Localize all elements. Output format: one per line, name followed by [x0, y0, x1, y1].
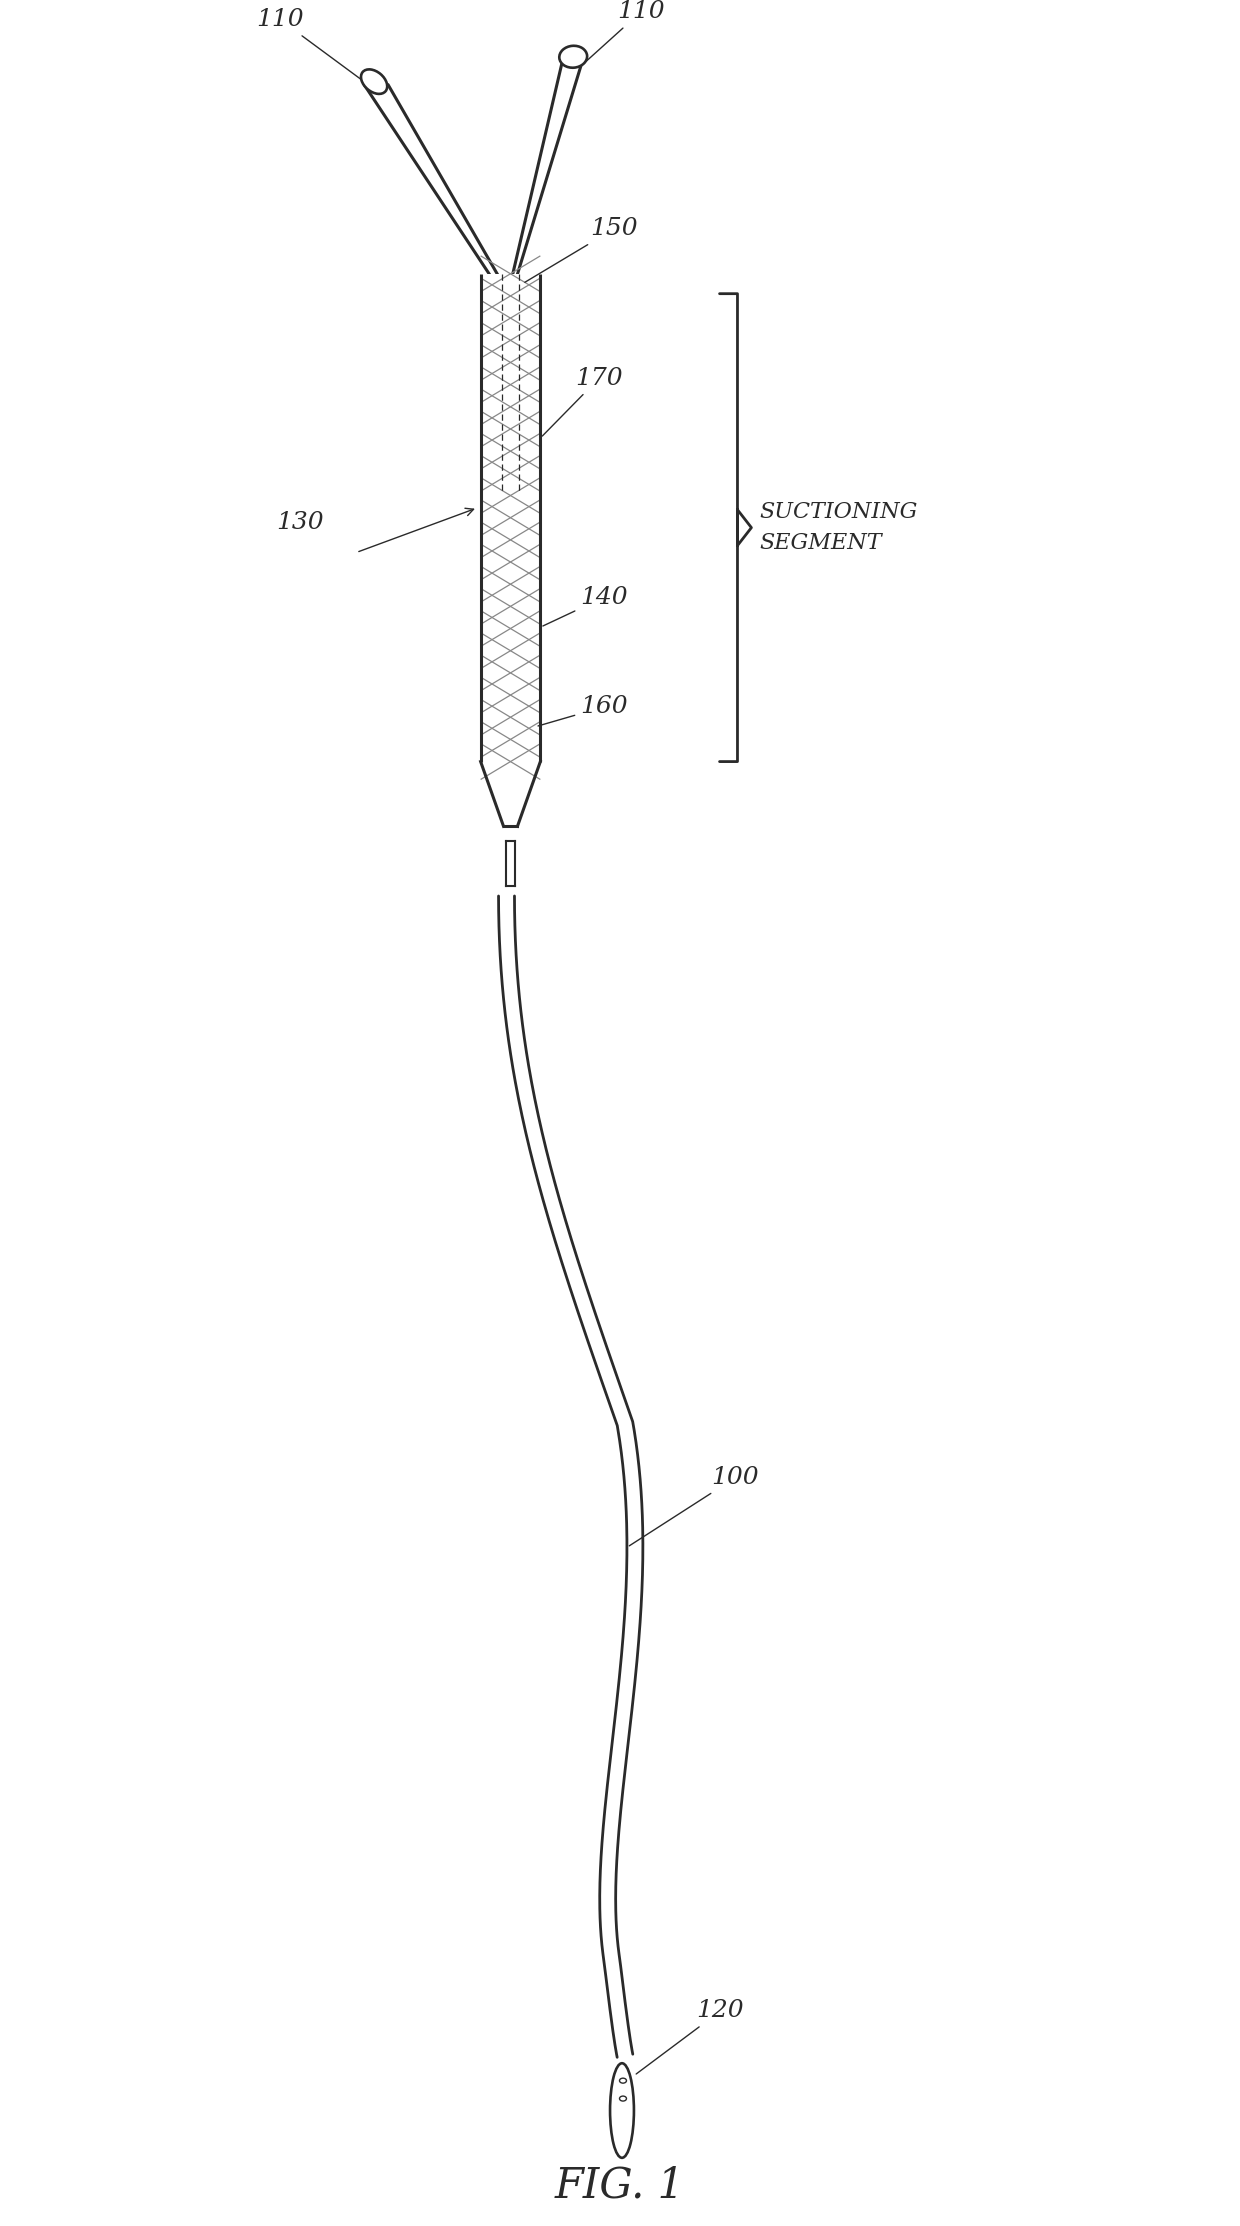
- Text: 100: 100: [629, 1467, 759, 1545]
- Polygon shape: [498, 895, 642, 2057]
- Text: 160: 160: [538, 695, 627, 726]
- Ellipse shape: [361, 69, 387, 93]
- Bar: [481, 274, 541, 761]
- Text: 130: 130: [277, 512, 324, 534]
- Text: 110: 110: [583, 0, 665, 65]
- Text: FIG. 1: FIG. 1: [556, 2164, 684, 2206]
- Ellipse shape: [610, 2064, 634, 2157]
- Text: 140: 140: [543, 585, 627, 626]
- Text: 120: 120: [636, 1999, 744, 2075]
- Text: SUCTIONING
SEGMENT: SUCTIONING SEGMENT: [759, 501, 918, 554]
- Text: 110: 110: [257, 9, 366, 82]
- Text: 150: 150: [525, 218, 637, 283]
- Ellipse shape: [559, 47, 587, 67]
- Text: 170: 170: [542, 367, 622, 436]
